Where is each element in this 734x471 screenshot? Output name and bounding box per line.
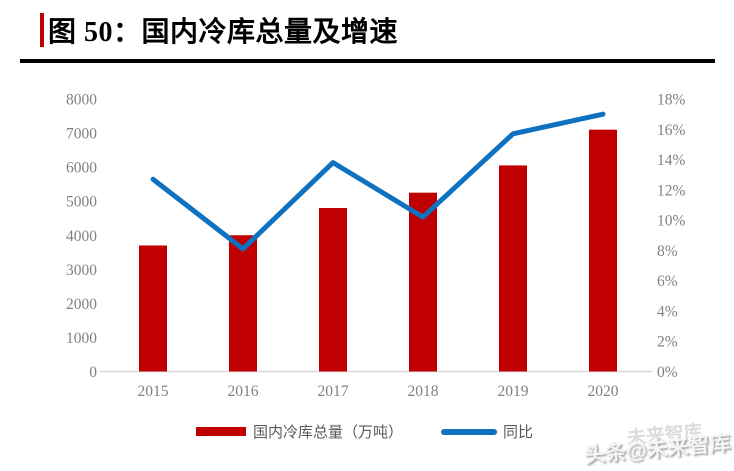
left-axis-tick-label: 3000 [66, 262, 97, 279]
right-axis-tick-label: 10% [657, 213, 686, 230]
bar-2016 [229, 235, 257, 372]
x-axis-category-label: 2016 [228, 383, 259, 400]
watermark: 未来智库 头条@未来智库 [582, 422, 731, 470]
x-axis-category-label: 2020 [588, 383, 619, 400]
bar-2015 [139, 245, 167, 372]
bar-2017 [319, 208, 347, 372]
yoy-trend-line [150, 111, 606, 252]
legend-line-swatch [441, 428, 498, 435]
left-axis-tick-label: 4000 [66, 228, 97, 245]
figure-header: 图 50：国内冷库总量及增速 [40, 10, 398, 50]
right-axis-tick-label: 0% [657, 364, 678, 381]
left-axis-tick-label: 2000 [66, 296, 97, 313]
watermark-text: 头条@未来智库 [582, 431, 731, 468]
left-axis-tick-label: 5000 [66, 194, 97, 211]
right-axis-tick-label: 8% [657, 243, 678, 260]
x-axis-category-label: 2015 [138, 383, 169, 400]
left-axis-tick-label: 7000 [66, 126, 97, 143]
title-accent-bar [40, 13, 44, 47]
right-axis-tick-label: 6% [657, 273, 678, 290]
right-axis-tick-label: 4% [657, 303, 678, 320]
right-axis-tick-label: 16% [657, 122, 686, 139]
bar-2020 [589, 129, 617, 372]
left-axis-tick-label: 1000 [66, 330, 97, 347]
right-axis-tick-label: 2% [657, 334, 678, 351]
bar-2019 [499, 165, 527, 372]
legend-bar-swatch [196, 427, 246, 436]
left-axis-tick-label: 0 [89, 364, 97, 381]
left-axis-tick-label: 8000 [66, 92, 97, 109]
right-axis-tick-label: 18% [657, 92, 686, 109]
legend-bar-label: 国内冷库总量（万吨） [253, 425, 404, 441]
combo-chart: 0 1000 2000 3000 4000 5000 6000 7000 8000 0% 2% 4% 6… [66, 92, 686, 401]
chart-legend: 国内冷库总量（万吨） 同比 [196, 421, 533, 442]
bar-2018 [409, 192, 437, 372]
right-axis-tick-label: 12% [657, 182, 686, 199]
legend-line-label: 同比 [503, 425, 534, 441]
x-axis-category-label: 2018 [408, 383, 439, 400]
header-divider [20, 59, 715, 63]
x-axis-category-label: 2017 [318, 383, 349, 400]
left-axis-tick-label: 6000 [66, 160, 97, 177]
x-axis-category-label: 2019 [498, 383, 529, 400]
right-axis-tick-label: 14% [657, 152, 686, 169]
figure-title: 图 50：国内冷库总量及增速 [48, 17, 399, 48]
